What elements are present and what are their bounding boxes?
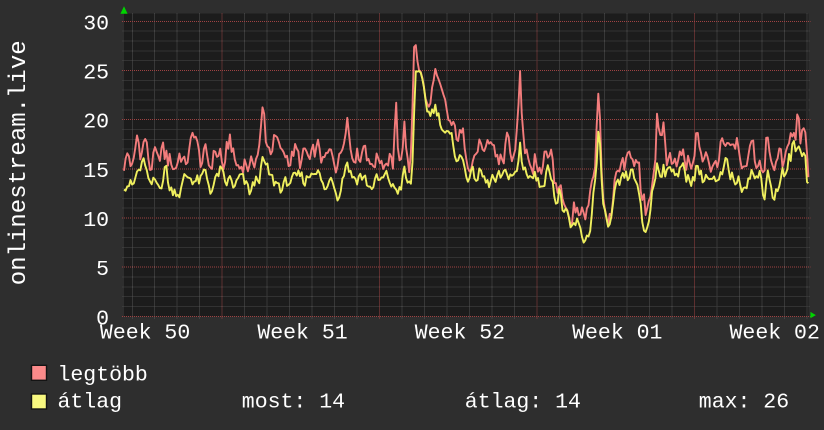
svg-text:5: 5 — [96, 258, 109, 282]
svg-text:onlinestream.live: onlinestream.live — [6, 40, 33, 285]
svg-text:max: 26: max: 26 — [699, 391, 789, 415]
svg-text:átlag: átlag — [58, 391, 123, 415]
svg-text:legtöbb: legtöbb — [58, 364, 148, 388]
svg-text:Week 50: Week 50 — [100, 321, 190, 345]
svg-text:15: 15 — [83, 160, 109, 184]
svg-text:Week 52: Week 52 — [415, 321, 505, 345]
svg-text:Week 02: Week 02 — [730, 321, 820, 345]
svg-text:20: 20 — [83, 111, 109, 135]
svg-text:Week 01: Week 01 — [572, 321, 662, 345]
svg-text:Week 51: Week 51 — [257, 321, 347, 345]
svg-text:25: 25 — [83, 62, 109, 86]
svg-text:átlag: 14: átlag: 14 — [465, 391, 581, 415]
svg-text:10: 10 — [83, 209, 109, 233]
svg-text:0: 0 — [96, 307, 109, 331]
svg-text:most: 14: most: 14 — [242, 391, 345, 415]
svg-text:30: 30 — [83, 12, 109, 36]
